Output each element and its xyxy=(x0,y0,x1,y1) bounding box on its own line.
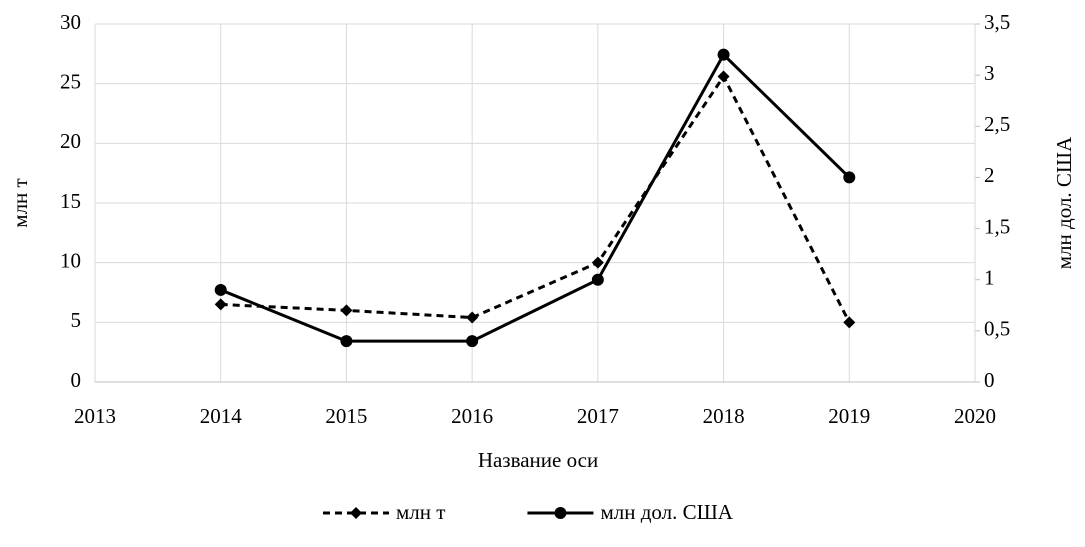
x-tick-label: 2016 xyxy=(451,404,493,428)
marker xyxy=(843,316,856,329)
y-tick-label: 10 xyxy=(60,248,81,272)
x-tick-label: 2018 xyxy=(703,404,745,428)
y-tick-label: 20 xyxy=(60,129,81,153)
x-tick-label: 2019 xyxy=(828,404,870,428)
marker xyxy=(717,48,730,61)
y-tick-label: 0 xyxy=(71,368,82,392)
y2-tick-label: 2 xyxy=(984,163,995,187)
x-tick-label: 2020 xyxy=(954,404,996,428)
marker xyxy=(340,304,353,317)
marker xyxy=(214,298,227,311)
y2-tick-label: 3 xyxy=(984,61,995,85)
legend-label: млн дол. США xyxy=(600,500,733,524)
y-axis-label: млн т xyxy=(8,178,32,227)
marker xyxy=(554,507,567,519)
marker xyxy=(350,507,362,519)
x-tick-label: 2017 xyxy=(577,404,619,428)
x-tick-label: 2014 xyxy=(200,404,243,428)
x-tick-label: 2013 xyxy=(74,404,116,428)
series-line xyxy=(220,52,851,343)
legend-label: млн т xyxy=(396,500,445,524)
series-line xyxy=(220,73,851,324)
marker xyxy=(843,171,856,184)
marker xyxy=(717,70,730,83)
y2-tick-label: 0 xyxy=(984,368,995,392)
x-axis-label: Название оси xyxy=(478,448,598,472)
y2-tick-label: 1 xyxy=(984,266,995,290)
y2-tick-label: 0,5 xyxy=(984,317,1010,341)
y-tick-label: 25 xyxy=(60,69,81,93)
marker xyxy=(466,311,479,324)
y2-axis-label: млн дол. США xyxy=(1052,136,1076,269)
y2-tick-label: 1,5 xyxy=(984,214,1010,238)
y-tick-label: 30 xyxy=(60,10,81,34)
y-tick-label: 5 xyxy=(71,308,82,332)
x-tick-label: 2015 xyxy=(325,404,367,428)
y2-tick-label: 3,5 xyxy=(984,10,1010,34)
marker xyxy=(591,273,604,286)
marker xyxy=(591,256,604,269)
marker xyxy=(340,335,353,348)
marker xyxy=(214,283,227,296)
y2-tick-label: 2,5 xyxy=(984,112,1010,136)
y-tick-label: 15 xyxy=(60,189,81,213)
marker xyxy=(466,335,479,348)
